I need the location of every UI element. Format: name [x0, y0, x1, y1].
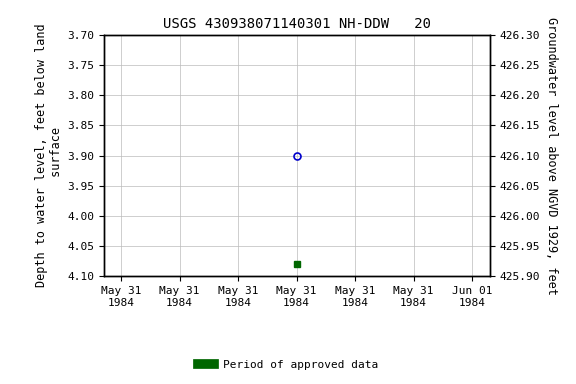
Y-axis label: Groundwater level above NGVD 1929, feet: Groundwater level above NGVD 1929, feet: [545, 17, 558, 295]
Title: USGS 430938071140301 NH-DDW   20: USGS 430938071140301 NH-DDW 20: [162, 17, 431, 31]
Legend: Period of approved data: Period of approved data: [193, 356, 383, 375]
Y-axis label: Depth to water level, feet below land
 surface: Depth to water level, feet below land su…: [35, 24, 63, 287]
